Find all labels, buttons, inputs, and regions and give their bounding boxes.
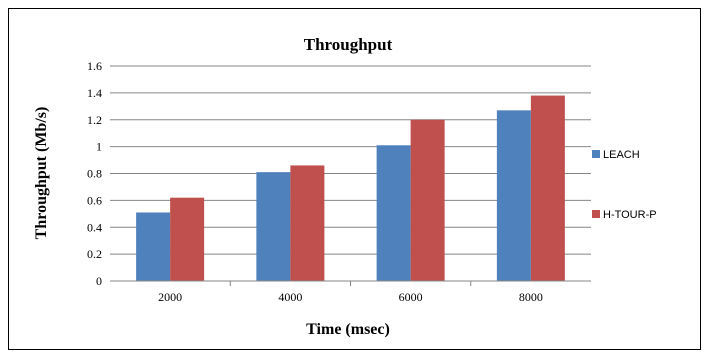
x-tick-label: 4000: [278, 290, 302, 304]
chart-frame: [8, 8, 701, 350]
y-tick-label: 1.2: [87, 113, 102, 127]
bar-leach-6000: [376, 145, 411, 281]
y-tick-label: 1: [96, 140, 102, 154]
x-axis-title: Time (msec): [306, 321, 390, 338]
legend: LEACH H-TOUR-P: [592, 149, 657, 221]
bar-leach-8000: [496, 110, 531, 281]
bar-leach-4000: [256, 172, 291, 281]
legend-swatch-h-tour-p: [592, 210, 600, 218]
legend-swatch-leach: [592, 150, 600, 158]
y-tick-label: 0: [96, 274, 102, 288]
x-tick-label: 8000: [519, 290, 543, 304]
x-tick-label: 2000: [158, 290, 182, 304]
y-tick-label: 1.6: [87, 59, 102, 73]
bar-leach-2000: [136, 212, 171, 281]
x-tick-label: 6000: [399, 290, 423, 304]
legend-label: LEACH: [603, 149, 640, 161]
y-tick-label: 0.4: [87, 220, 102, 234]
axes: [110, 280, 591, 286]
chart-title: Throughput: [304, 35, 393, 54]
y-tick-label: 0.2: [87, 247, 102, 261]
bar-h-tour-p-6000: [410, 119, 445, 281]
legend-label: H-TOUR-P: [603, 209, 657, 221]
y-tick-label: 0.6: [87, 193, 102, 207]
x-tick-labels: 2000 4000 6000 8000: [158, 290, 543, 304]
y-tick-label: 1.4: [87, 86, 102, 100]
bar-h-tour-p-8000: [530, 95, 565, 281]
bar-h-tour-p-2000: [170, 197, 205, 281]
y-tick-label: 0.8: [87, 167, 102, 181]
y-tick-labels: 0 0.2 0.4 0.6 0.8 1 1.2 1.4 1.6: [87, 59, 102, 288]
bars: [136, 95, 565, 281]
y-axis-title: Throughput (Mb/s): [33, 107, 50, 240]
bar-h-tour-p-4000: [290, 165, 325, 281]
